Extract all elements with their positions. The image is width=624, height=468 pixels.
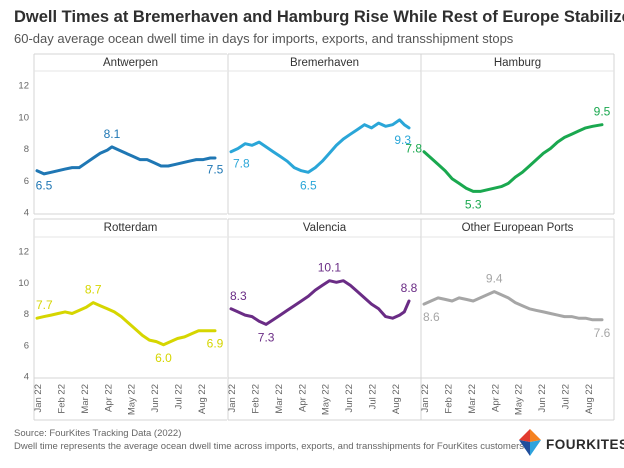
data-label: 9.4 xyxy=(486,272,503,286)
x-tick-label: Jul 22 xyxy=(368,384,379,409)
data-label: 10.1 xyxy=(318,261,342,275)
kite-logo-icon xyxy=(519,429,541,456)
y-tick-label: 6 xyxy=(24,340,29,351)
y-tick-label: 12 xyxy=(18,247,29,258)
data-label: 8.3 xyxy=(230,289,247,303)
panel-title-hamburg: Hamburg xyxy=(494,57,541,69)
series-line-other-european-ports xyxy=(422,290,604,322)
series-line-valencia xyxy=(229,279,411,326)
x-tick-label: Aug 22 xyxy=(391,384,402,414)
x-tick-label: Apr 22 xyxy=(490,384,501,412)
small-multiples-chart: 4 6 8 10 12 4 6 8 10 12 Antwerpen 6.5 8.1 7.5 Bremerha… xyxy=(18,53,615,421)
data-label: 6.5 xyxy=(36,178,53,192)
x-tick-label: Jun 22 xyxy=(537,384,548,413)
x-tick-label: Apr 22 xyxy=(297,384,308,412)
x-tick-label: Jan 22 xyxy=(420,384,431,413)
fourkites-logo: FOURKITES xyxy=(517,428,624,458)
x-tick-label: Feb 22 xyxy=(250,384,261,414)
data-label: 7.7 xyxy=(36,298,53,312)
x-tick-label: Mar 22 xyxy=(80,384,91,414)
panel-title-antwerpen: Antwerpen xyxy=(103,57,158,69)
y-tick-label: 12 xyxy=(18,81,29,92)
series-line-rotterdam xyxy=(35,301,217,347)
panel-title-bremerhaven: Bremerhaven xyxy=(290,57,359,69)
data-label: 7.8 xyxy=(233,157,250,171)
data-label: 9.5 xyxy=(594,105,611,119)
panel-title-valencia: Valencia xyxy=(303,222,347,234)
y-tick-label: 4 xyxy=(24,208,29,219)
logo-text-four: FOUR xyxy=(546,437,587,452)
data-label: 7.5 xyxy=(207,162,224,176)
series-line-antwerpen xyxy=(35,145,217,176)
data-label: 8.1 xyxy=(104,127,121,141)
x-tick-label: May 22 xyxy=(127,384,138,415)
data-label: 7.6 xyxy=(594,326,611,340)
data-label: 8.7 xyxy=(85,283,102,297)
x-tick-label: Jun 22 xyxy=(150,384,161,413)
definition-note: Dwell time represents the average ocean … xyxy=(14,441,527,452)
x-tick-label: Jul 22 xyxy=(561,384,572,409)
panel-title-other-european-ports: Other European Ports xyxy=(462,222,574,234)
source-note: Source: FourKites Tracking Data (2022) xyxy=(14,428,182,439)
x-tick-label: Feb 22 xyxy=(56,384,67,414)
series-line-bremerhaven xyxy=(229,118,411,174)
data-label: 6.0 xyxy=(155,351,172,365)
data-label: 8.8 xyxy=(401,281,418,295)
x-tick-label: Jun 22 xyxy=(344,384,355,413)
logo-text-kites: KITES xyxy=(586,437,624,452)
data-label: 5.3 xyxy=(465,197,482,211)
x-tick-label: Aug 22 xyxy=(197,384,208,414)
x-tick-label: Jan 22 xyxy=(227,384,238,413)
x-tick-label: May 22 xyxy=(321,384,332,415)
data-label: 6.9 xyxy=(207,337,224,351)
x-tick-label: Mar 22 xyxy=(274,384,285,414)
x-tick-label: Apr 22 xyxy=(103,384,114,412)
data-label: 6.5 xyxy=(300,178,317,192)
y-tick-label: 10 xyxy=(18,278,29,289)
y-tick-label: 8 xyxy=(24,144,29,155)
x-tick-label: Feb 22 xyxy=(443,384,454,414)
chart-title: Dwell Times at Bremerhaven and Hamburg R… xyxy=(14,8,624,26)
data-label: 9.3 xyxy=(394,133,411,147)
series-line-hamburg xyxy=(422,123,604,193)
y-tick-label: 4 xyxy=(24,372,29,383)
x-tick-label: Jul 22 xyxy=(174,384,185,409)
data-label: 7.3 xyxy=(258,330,275,344)
panel-title-rotterdam: Rotterdam xyxy=(104,222,158,234)
chart-subtitle: 60-day average ocean dwell time in days … xyxy=(14,31,514,46)
y-tick-label: 10 xyxy=(18,112,29,123)
data-label: 7.8 xyxy=(405,142,422,156)
data-label: 8.6 xyxy=(423,310,440,324)
y-tick-label: 6 xyxy=(24,176,29,187)
x-tick-label: Jan 22 xyxy=(33,384,44,413)
y-tick-label: 8 xyxy=(24,309,29,320)
x-tick-label: Aug 22 xyxy=(584,384,595,414)
x-tick-label: May 22 xyxy=(514,384,525,415)
x-tick-label: Mar 22 xyxy=(467,384,478,414)
